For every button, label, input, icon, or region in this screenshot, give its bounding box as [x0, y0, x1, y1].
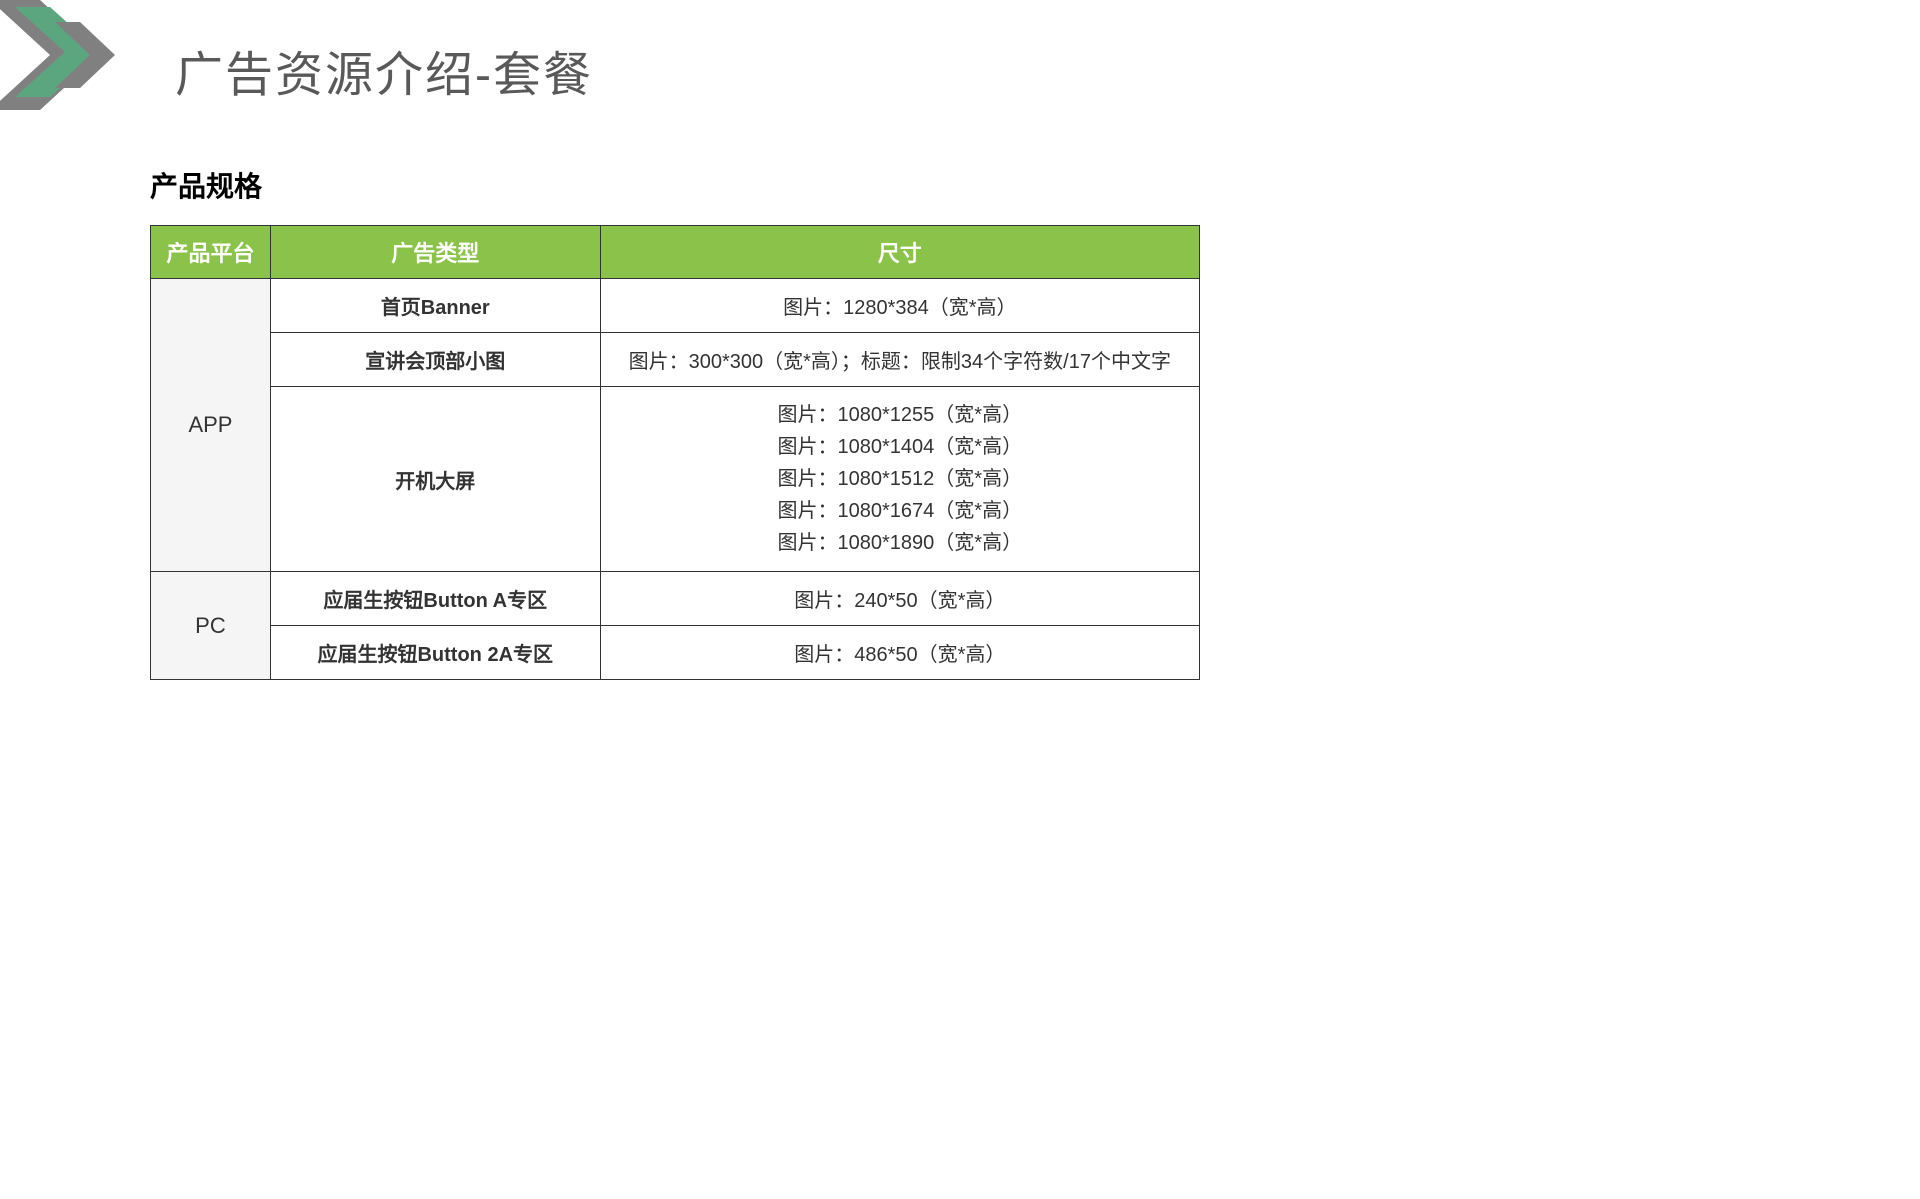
- table-body: APP首页Banner图片：1280*384（宽*高）宣讲会顶部小图图片：300…: [151, 279, 1200, 680]
- size-cell: 图片：240*50（宽*高）: [600, 572, 1199, 626]
- col-header-adtype: 广告类型: [270, 226, 600, 279]
- table-row: PC应届生按钮Button A专区图片：240*50（宽*高）: [151, 572, 1200, 626]
- table-row: 宣讲会顶部小图图片：300*300（宽*高）；标题：限制34个字符数/17个中文…: [151, 333, 1200, 387]
- size-cell: 图片：1080*1255（宽*高）图片：1080*1404（宽*高）图片：108…: [600, 387, 1199, 572]
- ad-type-cell: 宣讲会顶部小图: [270, 333, 600, 387]
- platform-cell: APP: [151, 279, 271, 572]
- ad-type-cell: 应届生按钮Button A专区: [270, 572, 600, 626]
- ad-type-cell: 首页Banner: [270, 279, 600, 333]
- table-row: 应届生按钮Button 2A专区图片：486*50（宽*高）: [151, 626, 1200, 680]
- col-header-size: 尺寸: [600, 226, 1199, 279]
- page-title: 广告资源介绍-套餐: [175, 35, 593, 105]
- size-cell: 图片：486*50（宽*高）: [600, 626, 1199, 680]
- section-subtitle: 产品规格: [150, 165, 1200, 205]
- size-cell: 图片：300*300（宽*高）；标题：限制34个字符数/17个中文字: [600, 333, 1199, 387]
- spec-table: 产品平台 广告类型 尺寸 APP首页Banner图片：1280*384（宽*高）…: [150, 225, 1200, 680]
- content-area: 产品规格 产品平台 广告类型 尺寸 APP首页Banner图片：1280*384…: [150, 165, 1200, 680]
- table-header-row: 产品平台 广告类型 尺寸: [151, 226, 1200, 279]
- platform-cell: PC: [151, 572, 271, 680]
- chevron-decoration-icon: [0, 0, 170, 130]
- ad-type-cell: 开机大屏: [270, 387, 600, 572]
- col-header-platform: 产品平台: [151, 226, 271, 279]
- ad-type-cell: 应届生按钮Button 2A专区: [270, 626, 600, 680]
- size-cell: 图片：1280*384（宽*高）: [600, 279, 1199, 333]
- table-row: 开机大屏图片：1080*1255（宽*高）图片：1080*1404（宽*高）图片…: [151, 387, 1200, 572]
- table-row: APP首页Banner图片：1280*384（宽*高）: [151, 279, 1200, 333]
